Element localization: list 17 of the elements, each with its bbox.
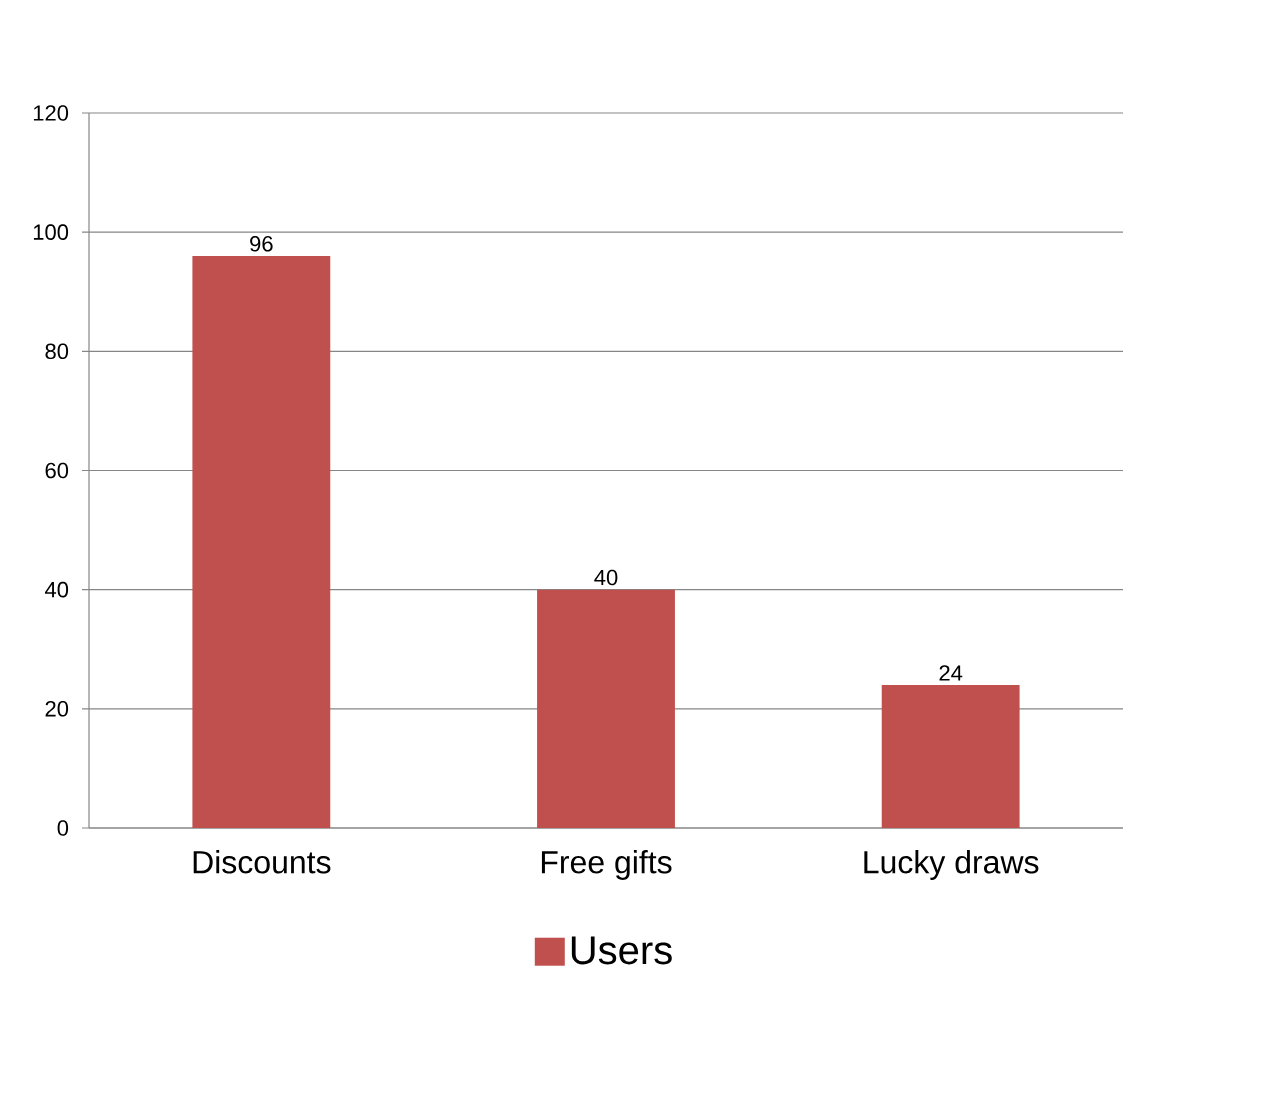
y-tick-label: 100	[33, 224, 69, 240]
x-tick-label: Discounts	[193, 850, 331, 874]
y-tick-label: 80	[45, 343, 69, 360]
bar	[537, 589, 675, 828]
y-tick-label: 20	[45, 701, 69, 717]
data-label: 24	[939, 665, 963, 681]
y-tick-label: 60	[45, 462, 69, 479]
legend-label: Users	[571, 936, 672, 965]
y-tick-label: 120	[33, 105, 69, 121]
bar	[192, 255, 331, 828]
data-label: 96	[250, 236, 273, 252]
data-label: 40	[594, 569, 618, 586]
y-tick-label: 0	[57, 820, 69, 836]
x-tick-label: Lucky draws	[864, 850, 1039, 880]
bar	[881, 685, 1020, 828]
y-tick-label: 40	[44, 581, 69, 598]
x-tick-label: Free gifts	[541, 850, 672, 880]
